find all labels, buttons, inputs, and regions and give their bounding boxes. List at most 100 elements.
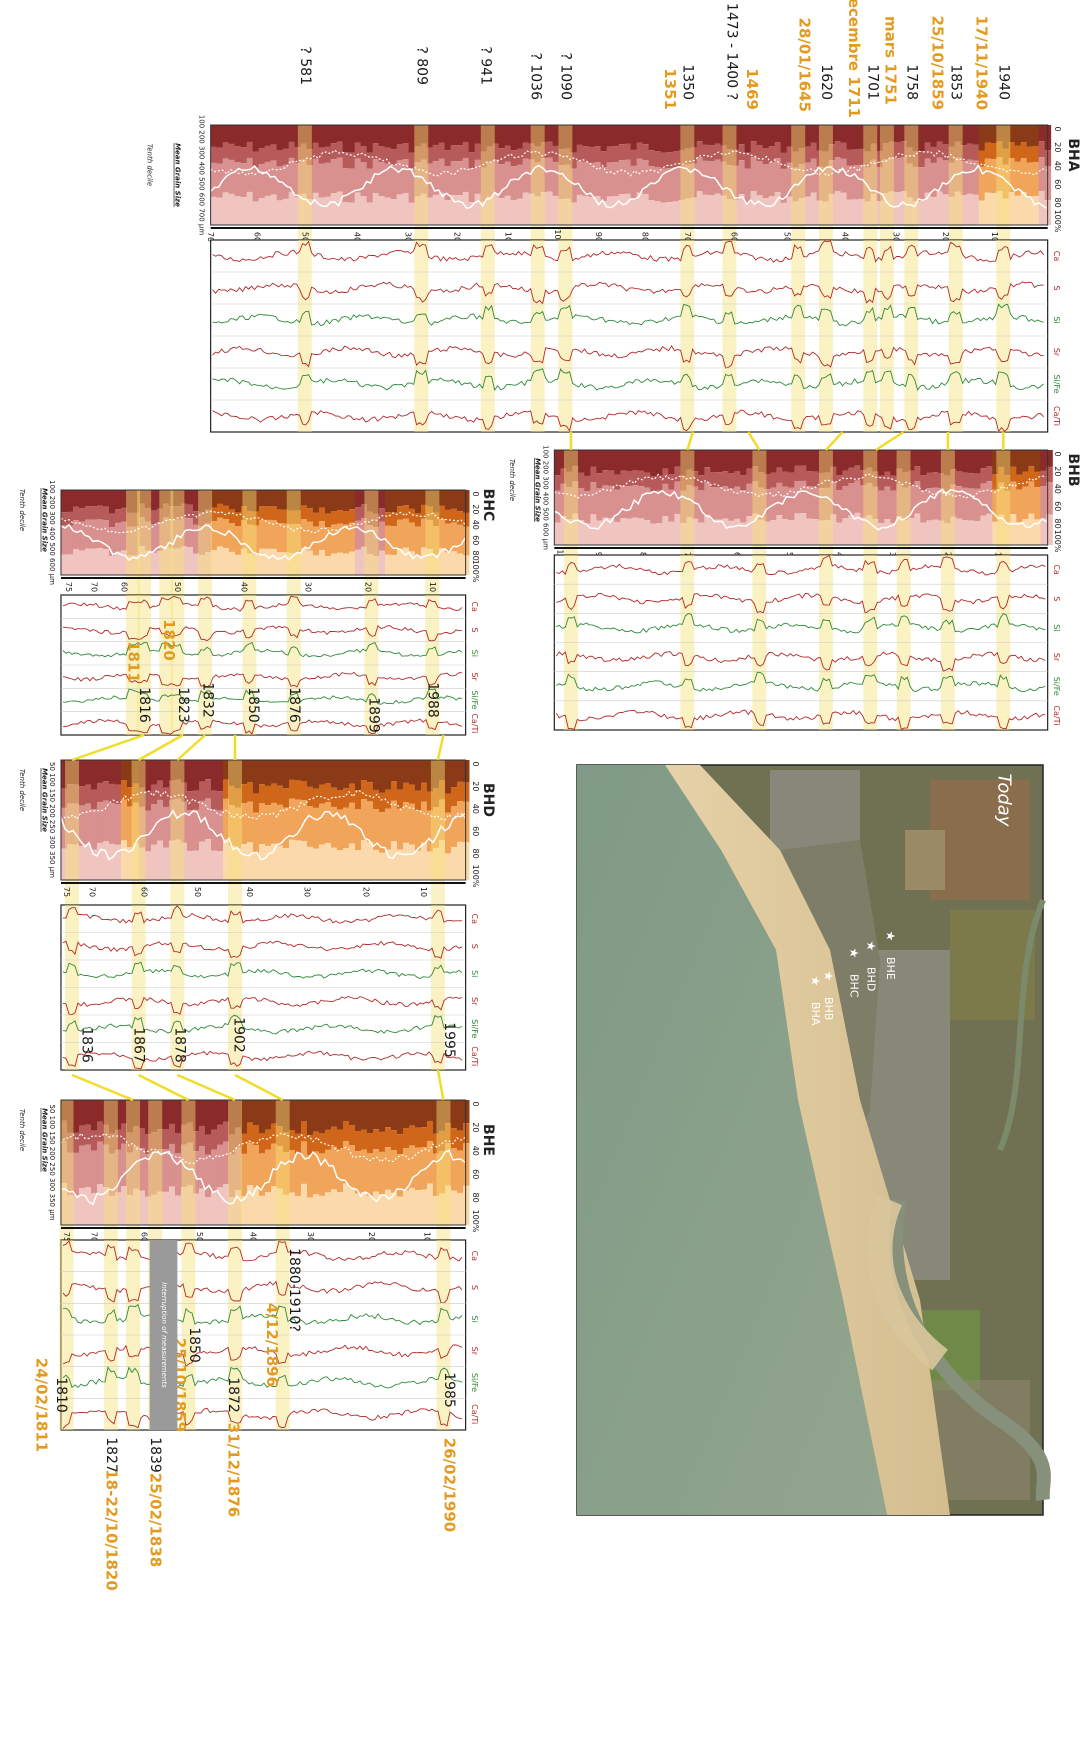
core-layer [1040, 470, 1047, 487]
core-layer [186, 851, 194, 880]
core-layer [336, 850, 344, 880]
core-layer [414, 125, 422, 147]
core-layer [830, 466, 837, 483]
core-layer [444, 1100, 452, 1124]
core-layer [954, 125, 962, 142]
core-layer [138, 503, 146, 518]
core-layer [378, 1151, 386, 1195]
core-layer [872, 450, 879, 472]
core-layer [210, 760, 218, 791]
core-layer [66, 490, 74, 512]
geochem-curve [556, 671, 1046, 692]
core-layer [456, 801, 464, 842]
core-layer [204, 509, 212, 524]
core-layer [746, 483, 753, 517]
core-layer [174, 548, 182, 575]
date-label: 28/01/1645 [795, 18, 813, 112]
core-layer [818, 472, 825, 489]
core-layer [330, 787, 338, 807]
core-layer [510, 150, 518, 167]
depth-tick-label: 10 [419, 887, 428, 897]
core-layer [938, 488, 945, 521]
core-layer [264, 145, 272, 162]
core-layer [956, 470, 963, 487]
core-layer [366, 202, 374, 225]
core-layer [114, 844, 122, 880]
core-layer [444, 1185, 452, 1225]
core-layer [878, 475, 885, 491]
core-layer [618, 144, 626, 161]
core-layer [324, 490, 332, 514]
core-layer [572, 481, 579, 514]
core-layer [474, 159, 482, 194]
core-layer [240, 490, 248, 507]
core-layer [896, 516, 903, 545]
core-layer [78, 805, 86, 847]
core-layer [330, 511, 338, 525]
depth-tick-label: 70 [206, 232, 215, 242]
core-layer [288, 157, 296, 192]
core-layer [306, 1134, 314, 1155]
core-layer [210, 507, 218, 522]
core-layer [732, 165, 740, 200]
core-layer [918, 167, 926, 202]
core-layer [324, 1100, 332, 1130]
core-layer [858, 125, 866, 149]
core-layer [936, 191, 944, 225]
core-layer [66, 803, 74, 845]
core-layer [60, 525, 68, 555]
core-layer [996, 191, 1004, 225]
core-layer [666, 125, 674, 153]
core-layer [528, 193, 536, 225]
core-layer [840, 142, 848, 159]
core-layer [228, 125, 236, 144]
core-layer [504, 145, 512, 162]
core-layer [450, 847, 458, 880]
core-layer [668, 489, 675, 522]
core-layer [336, 809, 344, 851]
core-layer [984, 142, 992, 159]
core-layer [180, 801, 188, 843]
core-layer [96, 1121, 104, 1142]
core-layer [978, 150, 986, 167]
core-layer [708, 195, 716, 225]
core-layer [354, 125, 362, 143]
core-layer [210, 550, 218, 575]
core-layer [744, 168, 752, 203]
core-layer [252, 151, 260, 168]
core-layer [384, 525, 392, 555]
core-layer [582, 196, 590, 225]
core-layer [626, 518, 633, 545]
core-layer [834, 141, 842, 158]
core-layer [330, 806, 338, 848]
core-layer [630, 199, 638, 225]
core-layer [72, 506, 80, 521]
core-layer [744, 202, 752, 225]
date-label: 1351 [661, 68, 679, 110]
core-layer [578, 520, 585, 545]
core-layer [426, 147, 434, 164]
core-layer [438, 760, 446, 781]
core-layer [906, 197, 914, 225]
core-layer [342, 1100, 350, 1121]
geochem-element-label: Ca/Ti [470, 713, 479, 733]
core-layer [336, 1192, 344, 1225]
core-layer [222, 192, 230, 225]
core-layer [522, 142, 530, 159]
core-layer [774, 192, 782, 225]
core-layer [348, 509, 356, 523]
core-layer [848, 515, 855, 545]
core-layer [642, 144, 650, 161]
depth-tick-label: 20 [941, 232, 950, 242]
core-layer [282, 1152, 290, 1195]
core-layer [270, 125, 278, 145]
geochem-curve [555, 709, 1046, 730]
core-layer [924, 158, 932, 193]
core-layer [570, 202, 578, 225]
core-layer [456, 490, 464, 512]
core-layer [126, 490, 134, 513]
core-layer [354, 809, 362, 851]
core-layer [762, 164, 770, 199]
core-layer [228, 1197, 236, 1225]
core-layer [252, 167, 260, 202]
